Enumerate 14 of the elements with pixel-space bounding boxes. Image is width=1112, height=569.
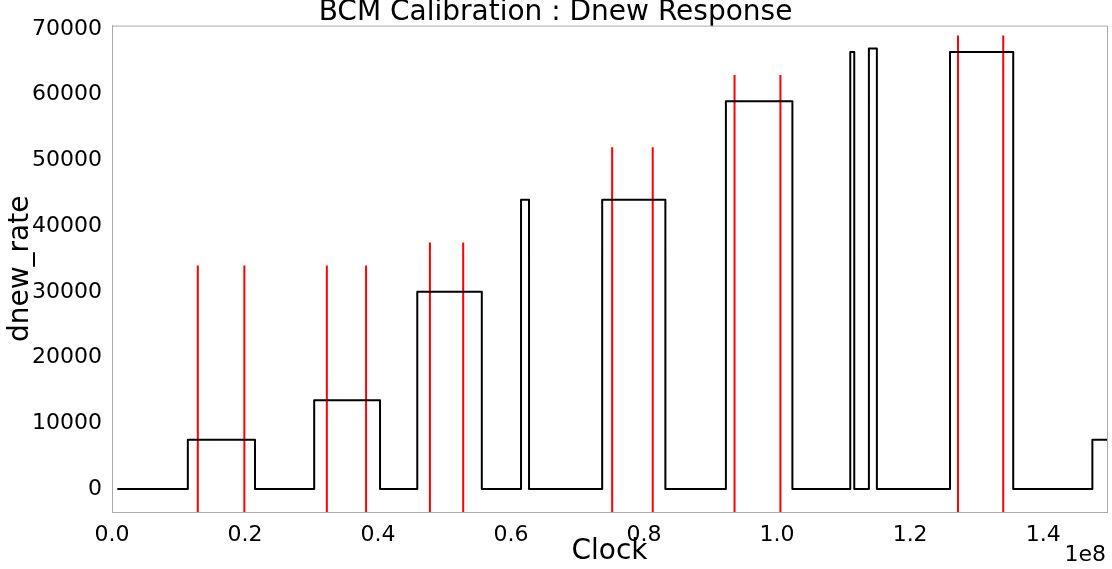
- y-tick-label: 70000: [32, 14, 102, 40]
- x-tick-label: 0.6: [493, 520, 529, 546]
- y-tick-label: 10000: [32, 408, 102, 434]
- x-tick-label: 0.0: [94, 520, 130, 546]
- x-tick-label: 0.4: [360, 520, 396, 546]
- x-tick-label: 1.0: [759, 520, 795, 546]
- y-tick-label: 60000: [32, 80, 102, 106]
- x-tick-label: 1.2: [892, 520, 928, 546]
- y-tick-label: 0: [88, 474, 102, 500]
- x-tick-label: 0.2: [227, 520, 263, 546]
- x-tick-label: 1.4: [1025, 520, 1061, 546]
- text: 1e8: [1064, 540, 1106, 566]
- y-tick-label: 20000: [32, 343, 102, 369]
- y-tick-label: 50000: [32, 146, 102, 172]
